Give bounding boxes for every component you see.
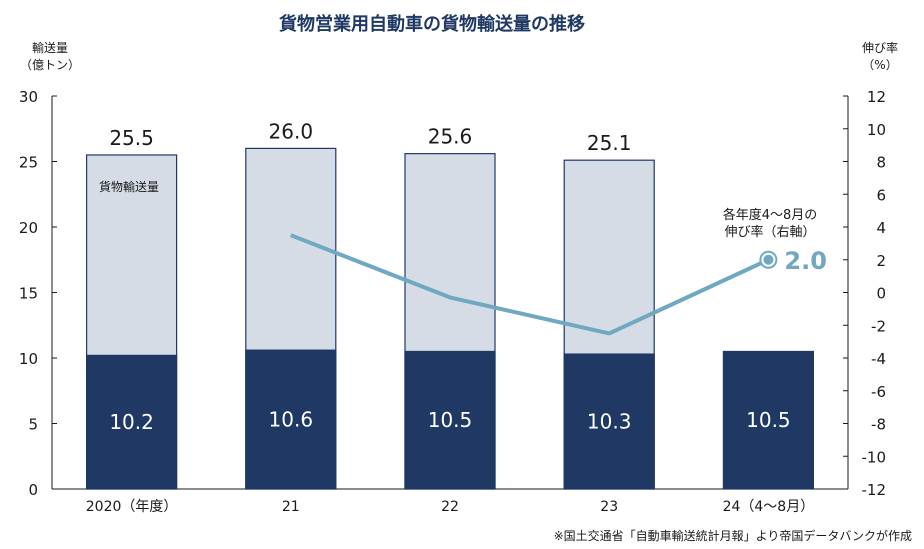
right-tick-label: -10 <box>862 448 887 466</box>
right-tick-label: -6 <box>871 383 886 401</box>
source-note: ※国土交通省「自動車輸送統計月報」より帝国データバンクが作成 <box>554 528 912 543</box>
category-label: 22 <box>441 499 459 515</box>
bar-segment-label: 10.5 <box>746 408 791 432</box>
right-tick-label: 0 <box>876 285 886 303</box>
right-axis-label-line2: （%） <box>862 58 897 72</box>
bar-series: 25.5 10.2 26.0 10.6 25.6 10.5 25.1 10.3 10.5 <box>85 119 815 490</box>
line-annotation-line2: 伸び率（右軸） <box>724 224 815 240</box>
right-tick-label: 10 <box>867 121 886 139</box>
right-tick-label: -2 <box>871 317 886 335</box>
category-label: 24（4～8月） <box>723 499 815 515</box>
right-tick-label: -8 <box>871 416 886 434</box>
bar-segment <box>404 350 496 490</box>
left-tick-label: 10 <box>19 350 38 368</box>
left-axis-label-line1: 輸送量 <box>32 40 68 55</box>
bar-segment-label: 10.6 <box>269 408 314 432</box>
bar-total-label: 25.1 <box>587 131 632 155</box>
bar-series-note: 貨物輸送量 <box>99 179 159 194</box>
category-label: 23 <box>600 499 618 515</box>
right-tick-label: 12 <box>867 88 886 106</box>
right-tick-label: -4 <box>871 350 886 368</box>
bar-segment-label: 10.2 <box>109 410 154 434</box>
category-label: 21 <box>282 499 300 515</box>
left-tick-label: 30 <box>19 88 38 106</box>
left-tick-label: 15 <box>19 285 38 303</box>
left-tick-label: 25 <box>19 154 38 172</box>
right-tick-label: 8 <box>876 154 886 172</box>
left-tick-label: 0 <box>28 481 38 499</box>
growth-end-value: 2.0 <box>784 247 827 275</box>
growth-rate-line <box>290 233 770 336</box>
bar-total-label: 25.5 <box>109 126 154 150</box>
chart-title: 貨物営業用自動車の貨物輸送量の推移 <box>279 13 585 35</box>
left-tick-label: 5 <box>28 416 38 434</box>
bar-total-label: 26.0 <box>269 119 314 143</box>
left-axis: 0 5 10 15 20 25 30 <box>19 88 848 499</box>
bar-segment <box>245 349 337 490</box>
right-tick-label: -12 <box>862 481 887 499</box>
right-tick-label: 4 <box>876 219 886 237</box>
line-annotation-line1: 各年度4～8月の <box>723 207 818 223</box>
right-tick-label: 6 <box>876 186 886 204</box>
growth-end-marker-dot <box>763 254 774 265</box>
right-axis-label-line1: 伸び率 <box>862 40 898 55</box>
category-axis: 2020（年度） 21 22 23 24（4～8月） <box>86 499 814 515</box>
line-series: 2.0 <box>290 233 827 336</box>
left-axis-label-line2: （億トン） <box>20 58 80 72</box>
category-label: 2020（年度） <box>86 499 178 515</box>
bar-segment <box>722 350 815 490</box>
left-tick-label: 20 <box>19 219 38 237</box>
bar-segment <box>85 354 178 490</box>
bar-segment-label: 10.3 <box>587 410 632 434</box>
right-axis: -12 -10 -8 -6 -4 -2 0 2 4 6 8 10 12 <box>843 88 886 499</box>
bar-segment <box>563 353 655 490</box>
right-tick-label: 2 <box>876 252 886 270</box>
bar-segment-label: 10.5 <box>428 408 473 432</box>
bar-total-label: 25.6 <box>428 125 473 149</box>
